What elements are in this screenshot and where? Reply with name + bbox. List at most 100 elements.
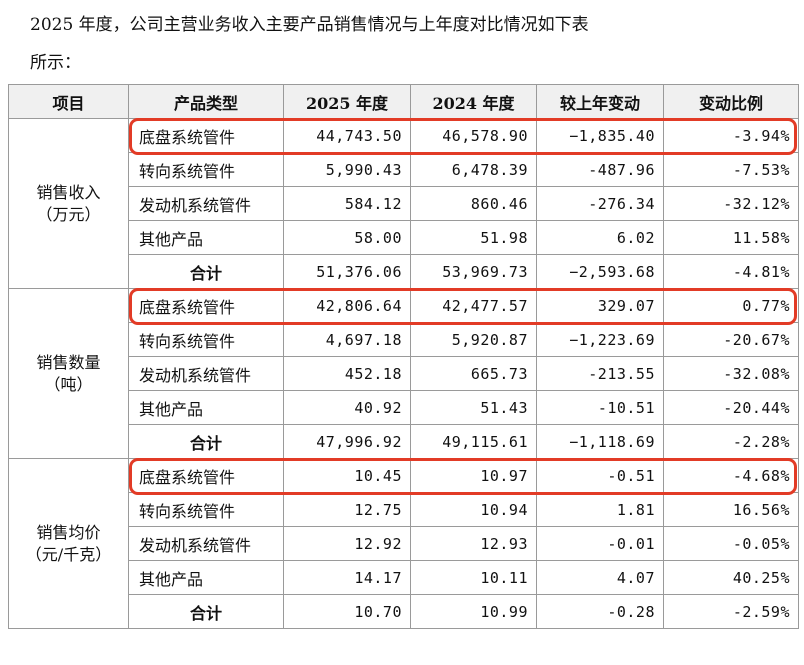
value-cell: 860.46 — [410, 186, 537, 221]
value-cell: 10.99 — [410, 594, 537, 629]
header-cell: 2025 年度 — [283, 84, 411, 119]
table-row: 转向系统管件 5,990.43 6,478.39 -487.96 -7.53% — [9, 152, 799, 187]
value-cell: -0.01 — [536, 526, 664, 561]
product-cell: 其他产品 — [128, 390, 284, 425]
table-row: 其他产品 58.00 51.98 6.02 11.58% — [9, 220, 799, 255]
value-cell: 0.77% — [663, 288, 799, 323]
group-unit: （元/千克） — [25, 544, 112, 564]
value-cell: 40.25% — [663, 560, 799, 595]
value-cell: −1,223.69 — [536, 322, 664, 357]
table-row: 发动机系统管件 12.92 12.93 -0.01 -0.05% — [9, 526, 799, 561]
value-cell: -32.12% — [663, 186, 799, 221]
value-cell: -487.96 — [536, 152, 664, 187]
value-cell: -213.55 — [536, 356, 664, 391]
group-unit: （万元） — [36, 204, 101, 224]
value-cell: -10.51 — [536, 390, 664, 425]
product-cell: 合计 — [128, 424, 284, 459]
value-cell: 10.97 — [410, 458, 537, 493]
value-cell: 42,806.64 — [283, 288, 411, 323]
value-cell: −1,835.40 — [536, 118, 664, 153]
value-cell: -0.28 — [536, 594, 664, 629]
group-label: 销售数量 （吨） — [8, 288, 129, 459]
value-cell: 44,743.50 — [283, 118, 411, 153]
table-row: 发动机系统管件 452.18 665.73 -213.55 -32.08% — [9, 356, 799, 391]
value-cell: 6,478.39 — [410, 152, 537, 187]
table-row: 销售数量 （吨） 底盘系统管件 42,806.64 42,477.57 329.07 0.7… — [8, 288, 799, 459]
value-cell: -3.94% — [663, 118, 799, 153]
value-cell: 5,990.43 — [283, 152, 411, 187]
value-cell: −2,593.68 — [536, 254, 664, 289]
value-cell: 58.00 — [283, 220, 411, 255]
value-cell: 47,996.92 — [283, 424, 411, 459]
value-cell: 12.75 — [283, 492, 411, 527]
table-row: 合计 10.70 10.99 -0.28 -2.59% — [9, 594, 799, 629]
header-row: 项目 产品类型 2025 年度 2024 年度 较上年变动 变动比例 — [8, 84, 799, 119]
value-cell: 10.70 — [283, 594, 411, 629]
value-cell: 11.58% — [663, 220, 799, 255]
value-cell: -4.68% — [663, 458, 799, 493]
value-cell: 329.07 — [536, 288, 664, 323]
product-cell: 发动机系统管件 — [128, 186, 284, 221]
value-cell: -20.67% — [663, 322, 799, 357]
value-cell: -4.81% — [663, 254, 799, 289]
table-row: 销售收入 （万元） 底盘系统管件 44,743.50 46,578.90 −1,835.4… — [8, 118, 799, 289]
group-label: 销售均价 （元/千克） — [8, 458, 129, 629]
value-cell: -2.59% — [663, 594, 799, 629]
value-cell: 1.81 — [536, 492, 664, 527]
value-cell: -276.34 — [536, 186, 664, 221]
product-cell: 底盘系统管件 — [128, 288, 284, 323]
group-name: 销售数量 — [36, 352, 101, 372]
table-row: 转向系统管件 12.75 10.94 1.81 16.56% — [9, 492, 799, 527]
header-cell: 项目 — [8, 84, 129, 119]
group-unit: （吨） — [44, 374, 93, 394]
table-row: 其他产品 14.17 10.11 4.07 40.25% — [9, 560, 799, 595]
product-cell: 转向系统管件 — [128, 492, 284, 527]
value-cell: -20.44% — [663, 390, 799, 425]
value-cell: 42,477.57 — [410, 288, 537, 323]
value-cell: -32.08% — [663, 356, 799, 391]
product-cell: 其他产品 — [128, 560, 284, 595]
product-cell: 底盘系统管件 — [128, 118, 284, 153]
value-cell: 584.12 — [283, 186, 411, 221]
header-cell: 2024 年度 — [410, 84, 537, 119]
value-cell: 14.17 — [283, 560, 411, 595]
intro-line: 2025 年度，公司主营业务收入主要产品销售情况与上年度对比情况如下表 — [30, 15, 589, 35]
product-cell: 发动机系统管件 — [128, 526, 284, 561]
product-cell: 合计 — [128, 254, 284, 289]
value-cell: -0.51 — [536, 458, 664, 493]
value-cell: -0.05% — [663, 526, 799, 561]
group-name: 销售均价 — [36, 522, 101, 542]
header-cell: 产品类型 — [128, 84, 284, 119]
intro-line: 所示： — [30, 53, 81, 73]
table-row: 销售均价 （元/千克） 底盘系统管件 10.45 10.97 -0.51 -4.68% — [8, 458, 799, 629]
value-cell: 10.45 — [283, 458, 411, 493]
table-row: 合计 51,376.06 53,969.73 −2,593.68 -4.81% — [9, 254, 799, 289]
header-cell: 较上年变动 — [536, 84, 664, 119]
value-cell: 53,969.73 — [410, 254, 537, 289]
value-cell: 12.93 — [410, 526, 537, 561]
value-cell: 452.18 — [283, 356, 411, 391]
table-row: 发动机系统管件 584.12 860.46 -276.34 -32.12% — [9, 186, 799, 221]
group-name: 销售收入 — [36, 182, 101, 202]
product-cell: 转向系统管件 — [128, 322, 284, 357]
table-wrap: 项目 产品类型 2025 年度 2024 年度 较上年变动 变动比例 销售收入 （万元） 底盘… — [8, 84, 799, 629]
value-cell: -7.53% — [663, 152, 799, 187]
value-cell: 40.92 — [283, 390, 411, 425]
value-cell: 49,115.61 — [410, 424, 537, 459]
product-cell: 转向系统管件 — [128, 152, 284, 187]
table-row: 转向系统管件 4,697.18 5,920.87 −1,223.69 -20.67% — [9, 322, 799, 357]
value-cell: −1,118.69 — [536, 424, 664, 459]
value-cell: 6.02 — [536, 220, 664, 255]
value-cell: -2.28% — [663, 424, 799, 459]
value-cell: 16.56% — [663, 492, 799, 527]
value-cell: 12.92 — [283, 526, 411, 561]
value-cell: 5,920.87 — [410, 322, 537, 357]
header-cell: 变动比例 — [663, 84, 799, 119]
table: 项目 产品类型 2025 年度 2024 年度 较上年变动 变动比例 销售收入 （万元） 底盘… — [8, 84, 799, 629]
product-cell: 发动机系统管件 — [128, 356, 284, 391]
product-cell: 底盘系统管件 — [128, 458, 284, 493]
value-cell: 10.94 — [410, 492, 537, 527]
value-cell: 4.07 — [536, 560, 664, 595]
value-cell: 10.11 — [410, 560, 537, 595]
